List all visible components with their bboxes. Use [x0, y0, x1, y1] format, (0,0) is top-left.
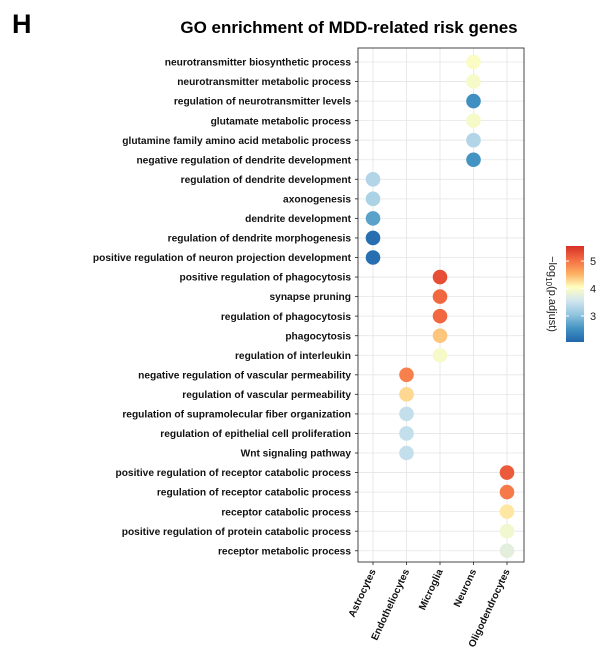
dot-point [432, 328, 448, 344]
dot-point [432, 347, 448, 363]
y-tick-label: dendrite development [245, 214, 351, 225]
dot-point [499, 465, 515, 480]
dot-point [432, 308, 448, 324]
dot-point [399, 367, 414, 383]
plot-border [357, 47, 525, 563]
y-tick-label: regulation of vascular permeability [182, 390, 351, 401]
colorbar-tick-label: 5 [590, 256, 596, 268]
dot-point [466, 74, 481, 89]
dot-point [432, 289, 448, 304]
x-tick-label: Microglia [417, 567, 446, 612]
colorbar-legend: 3 4 5 −log10(p.adjust) [544, 246, 596, 342]
colorbar-title: −log10(p.adjust) [544, 256, 558, 332]
colorbar-gradient [566, 246, 584, 342]
y-tick-label: receptor metabolic process [218, 546, 351, 557]
dot-point [399, 426, 414, 441]
y-tick-label: positive regulation of neuron projection… [93, 253, 352, 264]
x-tick-label: Neurons [452, 567, 479, 609]
dot-point [365, 230, 381, 246]
y-tick-label: regulation of dendrite morphogenesis [168, 234, 352, 245]
y-tick-label: Wnt signaling pathway [241, 449, 352, 460]
y-tick-label: positive regulation of phagocytosis [179, 273, 351, 284]
plot-panel [358, 48, 524, 562]
dot-point [499, 543, 515, 559]
y-tick-label: neurotransmitter biosynthetic process [165, 58, 352, 69]
y-tick-label: phagocytosis [285, 331, 351, 342]
chart-title: GO enrichment of MDD-related risk genes [180, 18, 517, 37]
y-tick-label: synapse pruning [269, 292, 351, 303]
dot-point [466, 132, 481, 148]
y-tick-label: glutamine family amino acid metabolic pr… [122, 136, 351, 147]
y-tick-label: positive regulation of receptor cataboli… [115, 468, 351, 479]
y-tick-label: glutamate metabolic process [211, 116, 352, 127]
y-tick-label: negative regulation of vascular permeabi… [138, 370, 351, 381]
y-tick-label: receptor catabolic process [221, 507, 351, 518]
y-tick-label: regulation of epithelial cell proliferat… [160, 429, 351, 440]
y-tick-label: axonogenesis [283, 194, 351, 205]
dot-point [466, 113, 481, 128]
y-tick-label: regulation of interleukin [235, 351, 351, 362]
dot-point [365, 191, 381, 207]
dot-point [466, 54, 481, 70]
dot-point [399, 406, 414, 422]
dot-point [399, 445, 414, 461]
y-tick-label: negative regulation of dendrite developm… [136, 155, 351, 166]
dot-point [466, 93, 481, 109]
dot-point [365, 250, 381, 265]
dot-point [365, 172, 381, 187]
colorbar-tick-label: 4 [590, 284, 596, 296]
y-tick-label: positive regulation of protein catabolic… [122, 527, 352, 538]
panel-label: H [12, 9, 32, 39]
colorbar-tick-label: 3 [590, 311, 596, 323]
dot-point [499, 504, 515, 519]
dot-point [365, 211, 381, 226]
x-tick-label: Astrocytes [347, 567, 379, 619]
dot-point [466, 152, 481, 168]
y-tick-label: neurotransmitter metabolic process [177, 77, 351, 88]
y-tick-label: regulation of supramolecular fiber organ… [122, 410, 351, 421]
dot-point [399, 387, 414, 402]
plot-area: neurotransmitter biosynthetic process neu… [93, 47, 525, 649]
y-tick-label: regulation of phagocytosis [221, 312, 352, 323]
y-tick-label: regulation of neurotransmitter levels [174, 97, 352, 108]
dot-point [499, 523, 515, 539]
y-tick-label: regulation of receptor catabolic process [157, 488, 352, 499]
dot-point [499, 484, 515, 500]
y-tick-label: regulation of dendrite development [181, 175, 352, 186]
x-tick-label: Endotheliocytes [370, 567, 413, 642]
dot-point [432, 269, 448, 285]
